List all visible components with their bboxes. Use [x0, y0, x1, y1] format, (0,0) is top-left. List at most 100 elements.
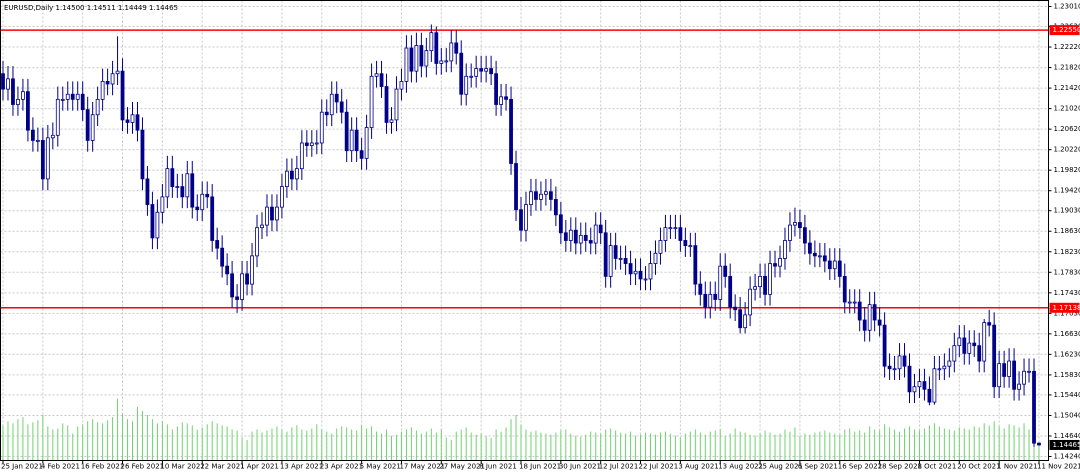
candle-body — [414, 45, 419, 72]
candle-body — [593, 224, 598, 244]
x-tick-label: 8 Oct 2021 — [917, 463, 956, 471]
candle-body — [758, 275, 762, 288]
candle-body — [583, 234, 588, 241]
candle-body — [484, 68, 489, 72]
candle-body — [912, 386, 917, 393]
candle-body — [514, 163, 518, 211]
candle-body — [125, 119, 130, 123]
candle-body — [339, 101, 344, 113]
candle-body — [807, 242, 812, 254]
x-tick-label: 1 Apr 2021 — [240, 463, 279, 471]
candle-body — [748, 288, 753, 316]
y-tick-label: 1.21020 — [1054, 105, 1080, 113]
candle-body — [304, 142, 309, 146]
candle-body — [394, 88, 399, 121]
candle-body — [140, 129, 145, 180]
axes: 1.230101.226201.222201.218201.214201.210… — [1, 3, 1080, 471]
candle-body — [50, 134, 55, 139]
x-tick-label: 17 May 2021 — [399, 463, 445, 471]
candle-body — [309, 142, 314, 146]
candle-body — [190, 173, 195, 208]
candle-body — [195, 206, 200, 211]
candle-body — [992, 324, 997, 388]
candle-body — [877, 319, 882, 326]
candle-body — [459, 52, 464, 95]
candle-body — [524, 204, 528, 231]
candle-body — [80, 93, 85, 111]
y-tick-label: 1.18630 — [1054, 227, 1080, 235]
candle-body — [763, 275, 767, 295]
candle-body — [618, 258, 623, 260]
candle-body — [334, 93, 339, 103]
candle-body — [982, 322, 987, 362]
candle-body — [464, 75, 469, 95]
candle-body — [902, 355, 907, 367]
candle-body — [1012, 360, 1016, 390]
candle-body — [1032, 370, 1036, 444]
level-label-box — [1049, 302, 1080, 313]
y-tick-label: 1.23010 — [1054, 3, 1080, 11]
x-tick-label: 22 Jul 2021 — [639, 463, 679, 471]
candle-body — [962, 337, 967, 354]
candle-body — [434, 32, 439, 64]
candle-body — [987, 322, 992, 326]
candle-body — [1022, 370, 1026, 385]
candle-body — [319, 111, 324, 144]
candle-body — [653, 252, 658, 264]
candle-body — [743, 314, 748, 329]
x-tick-label: 27 May 2021 — [439, 463, 485, 471]
candle-body — [280, 186, 284, 208]
candle-body — [509, 98, 513, 164]
candle-body — [803, 227, 807, 244]
candle-body — [967, 342, 972, 354]
candle-body — [753, 286, 757, 290]
plot-frame — [0, 0, 1049, 461]
x-tick-label: 4 Feb 2021 — [41, 463, 80, 471]
y-tick-label: 1.15440 — [1054, 391, 1080, 399]
candle-body — [449, 42, 454, 62]
y-tick-label: 1.22220 — [1054, 43, 1080, 51]
candle-body — [723, 265, 728, 277]
candle-body — [294, 168, 299, 180]
x-tick-label: 22 Mar 2021 — [200, 463, 244, 471]
candle-body — [170, 168, 175, 188]
x-tick-label: 6 Sep 2021 — [798, 463, 838, 471]
candle-body — [215, 240, 220, 249]
candle-body — [230, 273, 235, 298]
candle-body — [384, 86, 389, 123]
candle-body — [469, 75, 474, 78]
candle-body — [857, 301, 862, 321]
candle-body — [872, 304, 877, 321]
candle-body — [479, 68, 484, 72]
candle-body — [85, 109, 90, 141]
y-tick-label: 1.21820 — [1054, 64, 1080, 72]
y-tick-label: 1.19420 — [1054, 187, 1080, 195]
x-tick-label: 23 Apr 2021 — [320, 463, 363, 471]
candle-body — [698, 283, 703, 295]
candle-body — [1037, 442, 1041, 446]
candle-body — [663, 227, 668, 241]
candle-body — [90, 114, 95, 141]
candle-body — [812, 252, 817, 257]
candle-body — [713, 293, 718, 300]
last-price-label: 1.14465 — [1053, 441, 1080, 449]
candle-body — [285, 170, 289, 188]
candle-body — [100, 81, 105, 100]
candle-body — [235, 296, 239, 300]
candle-body — [997, 363, 1002, 388]
candle-body — [439, 60, 444, 64]
x-tick-label: 18 Jun 2021 — [519, 463, 561, 471]
candles — [1, 24, 1041, 447]
x-tick-label: 25 Aug 2021 — [758, 463, 803, 471]
candle-body — [977, 345, 982, 362]
candle-body — [409, 47, 414, 72]
candle-body — [688, 245, 693, 248]
candle-body — [404, 47, 409, 82]
candle-body — [379, 73, 384, 87]
candle-body — [250, 255, 254, 285]
candle-body — [165, 168, 170, 198]
candle-body — [573, 229, 578, 244]
candle-body — [588, 240, 593, 244]
candle-body — [40, 140, 45, 180]
candle-body — [867, 304, 872, 331]
